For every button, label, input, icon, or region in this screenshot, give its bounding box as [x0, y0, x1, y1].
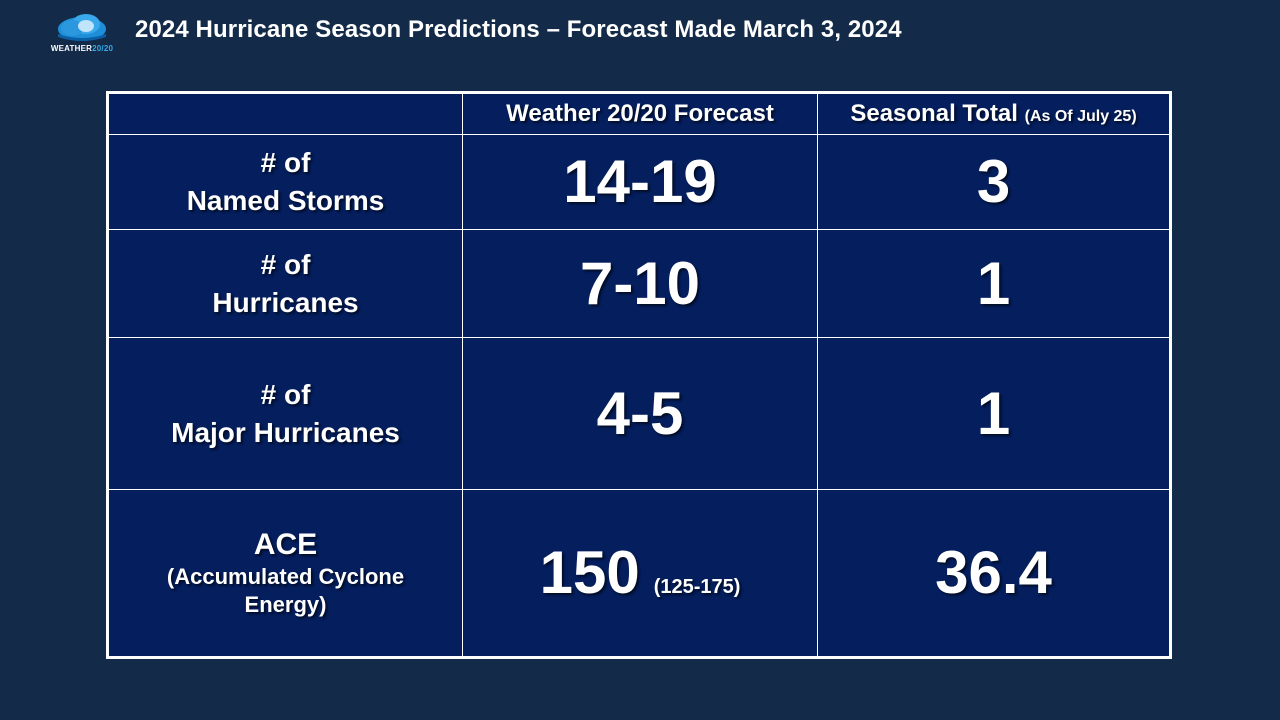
logo-wordmark: WEATHER20/20 — [50, 44, 114, 53]
seasonal-cell: 1 — [817, 229, 1171, 339]
forecast-cell: 14-19 — [462, 134, 818, 231]
header-seasonal-total: Seasonal Total (As Of July 25) — [817, 91, 1171, 136]
header-forecast-label: Weather 20/20 Forecast — [506, 100, 774, 128]
forecast-value: 7-10 — [579, 249, 701, 317]
row-label-line2: Hurricanes — [212, 286, 359, 318]
row-label-cell: # of Major Hurricanes — [107, 337, 463, 490]
cloud-icon — [58, 14, 106, 41]
row-label-line1: # of — [260, 378, 311, 410]
table-row-named-storms: # of Named Storms 14-19 3 — [107, 134, 1171, 231]
forecast-cell: 4-5 — [462, 337, 818, 490]
row-label-line1: # of — [260, 248, 311, 280]
forecast-value: 150 — [539, 538, 640, 606]
weather2020-logo: WEATHER20/20 — [44, 12, 120, 56]
row-label-cell: # of Hurricanes — [107, 229, 463, 339]
seasonal-cell: 3 — [817, 134, 1171, 231]
row-label-cell: ACE (Accumulated Cyclone Energy) — [107, 488, 463, 659]
forecast-range: (125-175) — [653, 575, 741, 598]
predictions-table: Weather 20/20 Forecast Seasonal Total (A… — [106, 91, 1172, 659]
forecast-value: 14-19 — [563, 148, 717, 216]
forecast-cell: 150 (125-175) — [462, 488, 818, 659]
seasonal-value: 3 — [976, 148, 1011, 216]
table-header-row: Weather 20/20 Forecast Seasonal Total (A… — [107, 91, 1171, 136]
header-seasonal-note: (As Of July 25) — [1024, 108, 1137, 126]
seasonal-value: 36.4 — [935, 538, 1052, 606]
table-row-major-hurricanes: # of Major Hurricanes 4-5 1 — [107, 337, 1171, 490]
seasonal-cell: 36.4 — [817, 488, 1171, 659]
row-label-line3: Energy) — [244, 591, 327, 617]
table-row-ace: ACE (Accumulated Cyclone Energy) 150 (125… — [107, 488, 1171, 659]
row-label-cell: # of Named Storms — [107, 134, 463, 231]
row-label-line2: Major Hurricanes — [171, 416, 400, 448]
forecast-cell: 7-10 — [462, 229, 818, 339]
table-row-hurricanes: # of Hurricanes 7-10 1 — [107, 229, 1171, 339]
seasonal-value: 1 — [976, 249, 1011, 317]
seasonal-value: 1 — [976, 379, 1011, 447]
page-title: 2024 Hurricane Season Predictions – Fore… — [135, 16, 902, 43]
row-label-line1: ACE — [253, 527, 318, 561]
forecast-value: 4-5 — [596, 379, 684, 447]
ace-forecast: 150 (125-175) — [540, 542, 741, 603]
row-label-line2: Named Storms — [186, 185, 385, 217]
row-label-line1: # of — [260, 147, 311, 179]
seasonal-cell: 1 — [817, 337, 1171, 490]
header-forecast: Weather 20/20 Forecast — [462, 91, 818, 136]
header-blank — [107, 91, 463, 136]
row-label-line2: (Accumulated Cyclone — [166, 563, 405, 589]
header-seasonal-label: Seasonal Total — [850, 100, 1018, 128]
